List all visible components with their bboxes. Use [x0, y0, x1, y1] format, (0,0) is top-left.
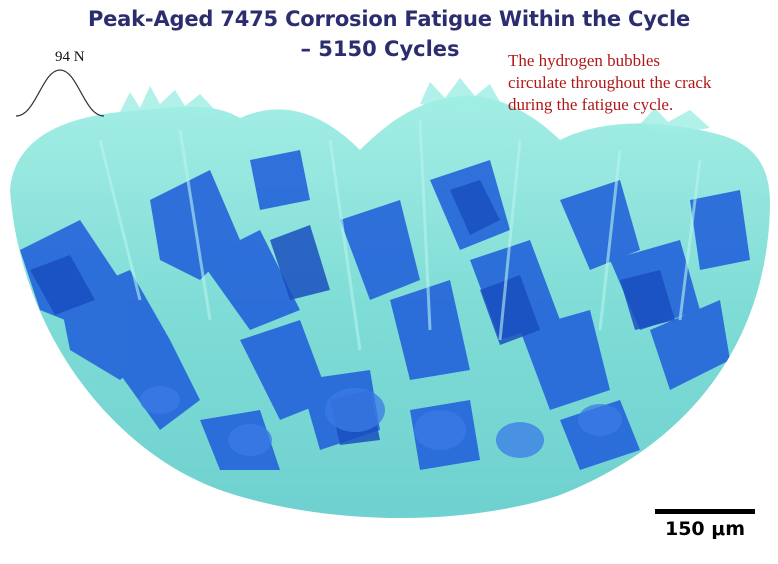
- note-line-2: circulate throughout the crack: [508, 73, 712, 92]
- title-line-1: Peak-Aged 7475 Corrosion Fatigue Within …: [87, 7, 691, 31]
- title-line-2: – 5150 Cycles: [300, 37, 460, 61]
- note-line-1: The hydrogen bubbles: [508, 51, 661, 70]
- hydrogen-bubbles-note: The hydrogen bubbles circulate throughou…: [508, 50, 778, 116]
- crack-surface-base: [10, 95, 770, 519]
- crack-surface-fringe: [120, 78, 710, 134]
- scale-bar-label: 150 μm: [664, 518, 746, 540]
- page-title: Peak-Aged 7475 Corrosion Fatigue Within …: [0, 4, 778, 64]
- load-cycle-curve-icon: [15, 69, 105, 117]
- load-value-label: 94 N: [55, 49, 85, 65]
- scale-bar: [655, 509, 755, 514]
- note-line-3: during the fatigue cycle.: [508, 95, 674, 114]
